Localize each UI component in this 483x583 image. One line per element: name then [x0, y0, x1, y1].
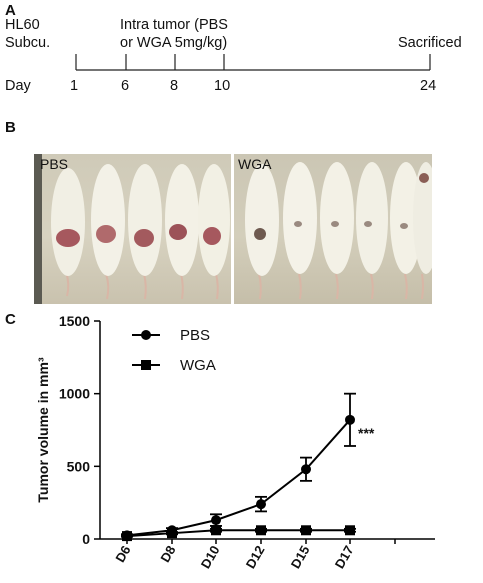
wga-mice: [245, 162, 432, 300]
treatment-label-line2: or WGA 5mg/kg): [120, 35, 228, 51]
point-WGA-D6: [122, 531, 132, 542]
wga-mouse-5: [390, 162, 422, 300]
point-WGA-D10: [211, 525, 221, 536]
x-tick-label-D17: D17: [332, 543, 357, 571]
panel-c-letter: C: [5, 311, 16, 328]
treatment-label-line1: Intra tumor (PBS: [120, 17, 228, 33]
timeline-tick-label-10: 10: [214, 78, 231, 94]
point-PBS-D17: [345, 414, 355, 425]
legend-label-WGA: WGA: [180, 357, 216, 374]
endpoint-label: Sacrificed: [398, 35, 462, 51]
wga-mouse-4: [356, 162, 388, 300]
legend-marker-WGA: [141, 360, 151, 370]
pbs-mouse-2: [91, 164, 125, 300]
series-line-WGA: [126, 529, 350, 538]
pbs-group-label: PBS: [40, 156, 69, 172]
panel-b-letter: B: [5, 119, 16, 136]
wga-mouse-2: [283, 162, 317, 300]
pbs-mouse-3: [128, 164, 162, 300]
x-tick-label-D8: D8: [157, 543, 178, 565]
route-label: Subcu.: [5, 35, 51, 51]
pbs-mouse-5: [198, 164, 230, 300]
y-tick-label-1000: 1000: [59, 386, 90, 402]
y-tick-label-0: 0: [82, 531, 90, 547]
significance-marker: ***: [358, 425, 375, 441]
pbs-photo: PBS: [34, 154, 231, 304]
legend-label-PBS: PBS: [180, 327, 210, 344]
y-tick-label-500: 500: [67, 458, 91, 474]
wga-group-label: WGA: [238, 156, 272, 172]
panel-a-letter: A: [5, 2, 16, 19]
point-PBS-D10: [211, 515, 221, 526]
wga-mouse-6: [413, 162, 432, 300]
day-label: Day: [5, 78, 31, 94]
series-PBS: [121, 392, 356, 541]
pbs-mouse-4: [165, 164, 199, 300]
timeline: [75, 54, 431, 71]
series-line-PBS: [126, 419, 351, 537]
point-PBS-D15: [301, 464, 311, 475]
y-axis-label: Tumor volume in mm³: [35, 357, 51, 503]
x-tick-label-D12: D12: [243, 543, 268, 571]
y-tick-label-1500: 1500: [59, 313, 90, 329]
x-tick-label-D10: D10: [198, 543, 223, 571]
cell-line-label: HL60: [5, 17, 40, 33]
timeline-tick-label-8: 8: [170, 78, 179, 94]
point-WGA-D8: [167, 528, 177, 539]
series-WGA: [121, 525, 356, 542]
pbs-mouse-1: [51, 168, 85, 297]
timeline-tick-label-6: 6: [121, 78, 130, 94]
point-WGA-D15: [301, 525, 311, 536]
x-tick-label-D6: D6: [112, 543, 133, 565]
wga-mouse-1: [245, 164, 279, 300]
tumor-volume-chart: 0 500 1000 1500 Tumor volume in mm³ D6 D8 D10 D1…: [35, 313, 435, 571]
point-WGA-D17: [345, 525, 355, 536]
point-PBS-D12: [256, 499, 266, 510]
timeline-tick-label-1: 1: [70, 78, 79, 94]
wga-mouse-3: [320, 162, 354, 300]
x-tick-label-D15: D15: [288, 543, 313, 571]
legend-marker-PBS: [141, 330, 151, 340]
timeline-tick-label-24: 24: [420, 78, 437, 94]
point-WGA-D12: [256, 525, 266, 536]
pbs-mice: [34, 154, 230, 304]
wga-photo: WGA: [234, 154, 432, 304]
